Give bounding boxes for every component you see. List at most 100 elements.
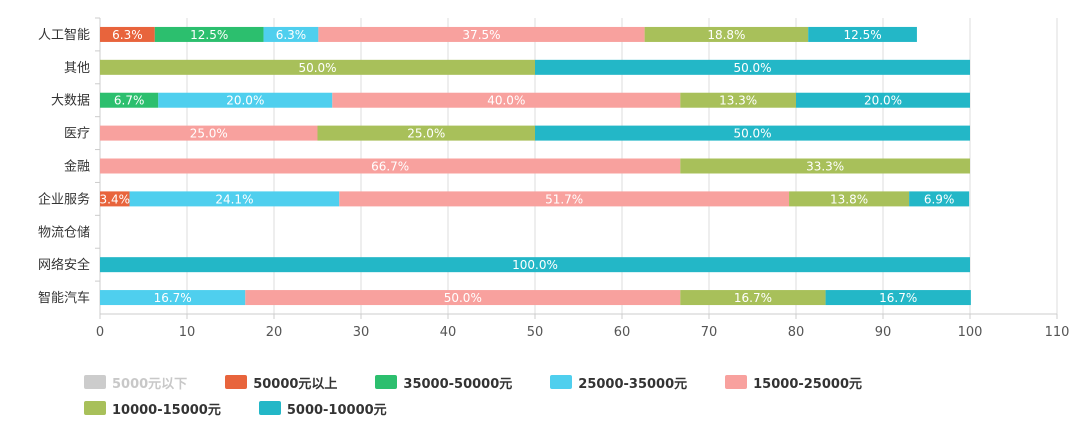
bar-segment: [100, 92, 159, 108]
x-tick-label: 90: [875, 325, 892, 340]
bar-value-label: 12.5%: [843, 28, 881, 42]
bar-segment: [100, 257, 970, 273]
bar-value-label: 20.0%: [864, 94, 902, 108]
x-tick-label: 40: [440, 325, 457, 340]
bar-segment: [129, 191, 340, 207]
bar-segment: [909, 191, 970, 207]
x-tick-label: 100: [958, 325, 983, 340]
legend-label: 5000元以下: [112, 376, 188, 392]
x-tick-label: 110: [1045, 325, 1070, 340]
x-tick-label: 0: [96, 325, 104, 340]
legend: 5000元以下 50000元以上 35000-50000元 25000-35000元 1…: [84, 372, 1064, 418]
bar-value-label: 18.8%: [707, 28, 745, 42]
x-tick-label: 50: [527, 325, 544, 340]
legend-item[interactable]: 5000元以下: [84, 372, 187, 392]
stacked-bar-chart: 0 10 20 30 40 50 60 70 80 90 100 110 人工智能其他大数据医疗金融企业…: [38, 17, 1070, 340]
legend-item[interactable]: 10000-15000元: [84, 398, 221, 418]
bar-value-label: 13.8%: [830, 192, 868, 206]
bar-segment: [100, 290, 246, 306]
category-label: 其他: [64, 61, 90, 76]
bar-segment: [825, 290, 971, 306]
legend-label: 5000-10000元: [286, 402, 387, 418]
category-label: 物流仓储: [38, 225, 90, 240]
bar-value-label: 50.0%: [298, 61, 336, 75]
category-label: 金融: [64, 159, 90, 175]
bar-segment: [100, 59, 535, 75]
bar-value-label: 25.0%: [407, 127, 445, 141]
bar-segment: [339, 191, 790, 207]
legend-swatch: [84, 375, 106, 389]
bar-value-label: 100.0%: [512, 258, 558, 272]
bar-segment: [100, 26, 155, 42]
bar-value-label: 50.0%: [733, 61, 771, 75]
bar-value-label: 3.4%: [100, 192, 131, 206]
bar-value-label: 40.0%: [487, 94, 525, 108]
bar-segment: [332, 92, 681, 108]
bar-segment: [796, 92, 970, 108]
bar-segment: [644, 26, 809, 42]
bar-value-label: 12.5%: [190, 28, 228, 42]
legend-swatch: [725, 375, 748, 389]
legend-item[interactable]: 15000-25000元: [725, 372, 862, 392]
bar-segment: [100, 191, 130, 207]
bar-value-label: 25.0%: [190, 127, 228, 141]
category-label: 企业服务: [38, 191, 90, 207]
bar-value-label: 50.0%: [444, 291, 482, 305]
category-label: 医疗: [64, 127, 90, 142]
bar-value-label: 6.3%: [112, 28, 143, 42]
bar-value-label: 6.9%: [924, 192, 955, 206]
legend-item[interactable]: 5000-10000元: [258, 398, 387, 418]
x-tick-label: 70: [701, 325, 718, 340]
legend-label: 35000-50000元: [403, 376, 513, 392]
category-label: 智能汽车: [38, 290, 90, 306]
bar-value-label: 51.7%: [545, 192, 583, 206]
bar-segment: [100, 158, 681, 174]
bar-segment: [245, 290, 681, 306]
legend-item[interactable]: 35000-50000元: [375, 372, 512, 392]
legend-label: 15000-25000元: [753, 376, 862, 392]
x-tick-label: 30: [353, 325, 370, 340]
bar-value-label: 20.0%: [226, 94, 264, 108]
bar-segment: [789, 191, 910, 207]
bar-segment: [317, 125, 535, 141]
bar-value-label: 6.3%: [276, 28, 307, 42]
legend-label: 25000-35000元: [578, 376, 688, 392]
bar-segment: [808, 26, 917, 42]
bar-value-label: 13.3%: [719, 94, 757, 108]
bar-segment: [680, 290, 826, 306]
x-tick-label: 80: [788, 325, 805, 340]
legend-item[interactable]: 25000-35000元: [550, 372, 687, 392]
bar-value-label: 50.0%: [733, 127, 771, 141]
legend-swatch: [550, 375, 573, 389]
x-tick-label: 20: [266, 325, 283, 340]
bar-value-label: 16.7%: [879, 291, 917, 305]
bar-value-label: 66.7%: [371, 160, 409, 174]
bar-segment: [535, 125, 970, 141]
legend-swatch: [258, 401, 281, 415]
x-tick-label: 10: [179, 325, 196, 340]
legend-swatch: [375, 375, 398, 389]
bar-segment: [100, 125, 318, 141]
bar-value-label: 6.7%: [114, 94, 145, 108]
legend-swatch: [84, 401, 106, 415]
bar-segment: [263, 26, 319, 42]
category-label: 人工智能: [38, 28, 90, 43]
bar-segment: [154, 26, 264, 42]
bar-segment: [318, 26, 645, 42]
bar-value-label: 37.5%: [462, 28, 500, 42]
bar-value-label: 33.3%: [806, 160, 844, 174]
legend-item[interactable]: 50000元以上: [225, 372, 337, 392]
legend-label: 50000元以上: [253, 376, 338, 392]
bar-value-label: 24.1%: [215, 192, 253, 206]
bar-segment: [680, 158, 970, 174]
bar-value-label: 16.7%: [734, 291, 772, 305]
legend-label: 10000-15000元: [112, 402, 221, 418]
bar-value-label: 16.7%: [154, 291, 192, 305]
bar-segment: [535, 59, 970, 75]
category-label: 大数据: [51, 94, 90, 109]
bar-segment: [680, 92, 796, 108]
x-tick-label: 60: [614, 325, 631, 340]
category-label: 网络安全: [38, 257, 90, 273]
bar-segment: [158, 92, 333, 108]
legend-swatch: [225, 375, 248, 389]
